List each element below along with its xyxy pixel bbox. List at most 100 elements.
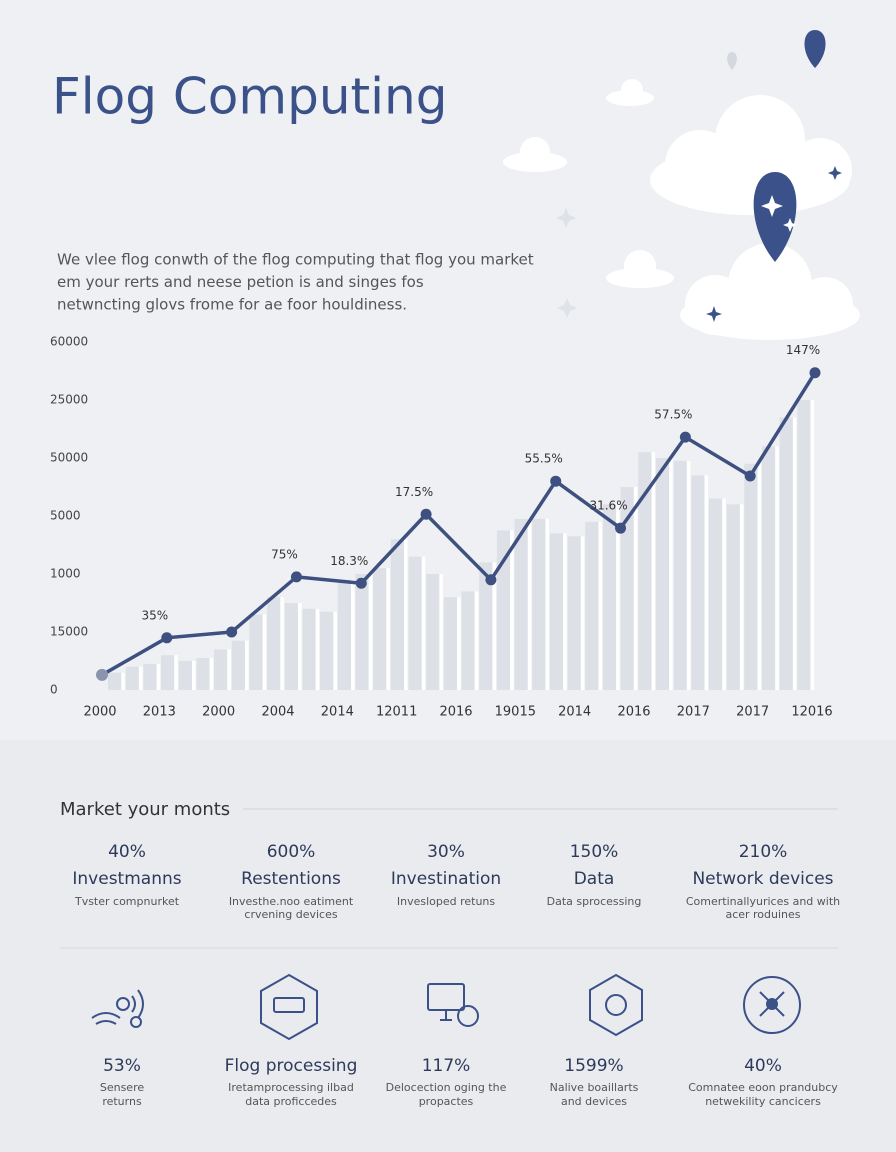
stat-value: 210%: [739, 842, 788, 862]
point: [679, 431, 691, 443]
stat-value: 600%: [267, 842, 316, 862]
bar-highlight: [651, 452, 656, 690]
x-tick-label: 2014: [321, 705, 354, 720]
bar: [779, 417, 793, 690]
y-tick-label: 25000: [50, 393, 88, 407]
bar: [267, 597, 281, 690]
bar: [302, 608, 316, 690]
bar-highlight: [439, 574, 443, 690]
bar-highlight: [704, 475, 709, 690]
bar: [143, 663, 157, 690]
point: [485, 574, 497, 586]
bar: [673, 460, 687, 690]
point-label: 18.3%: [330, 554, 368, 568]
bar: [231, 640, 245, 690]
bar: [108, 672, 122, 690]
point: [96, 668, 108, 681]
stat-title: Data: [574, 869, 615, 889]
bar-highlight: [616, 504, 620, 690]
bar: [390, 539, 405, 690]
stat-description: Data sprocessing: [547, 895, 642, 908]
point: [226, 626, 238, 638]
bar-highlight: [351, 579, 355, 690]
title: Flog Computing: [52, 68, 447, 126]
point: [809, 367, 821, 379]
bar-highlight: [421, 556, 426, 690]
bar-highlight: [280, 597, 284, 690]
y-tick-label: 5000: [50, 509, 81, 523]
x-tick-label: 2016: [617, 705, 650, 720]
point: [290, 571, 302, 583]
bar-highlight: [563, 533, 567, 690]
point-label: 147%: [786, 343, 820, 357]
x-tick-label: 2017: [677, 705, 710, 720]
feature-value: 53%: [103, 1056, 141, 1076]
bar: [196, 658, 210, 690]
x-tick-label: 2000: [202, 705, 235, 720]
x-tick-label: 2004: [261, 705, 294, 720]
bar-highlight: [527, 518, 532, 690]
bar: [726, 504, 740, 690]
bar: [337, 579, 352, 690]
bar-highlight: [333, 611, 337, 690]
bar-highlight: [404, 539, 408, 690]
stat-value: 30%: [427, 842, 465, 862]
bar-highlight: [191, 661, 196, 690]
stat-value: 150%: [570, 842, 619, 862]
stat-title: Investination: [391, 869, 501, 889]
bar: [284, 603, 299, 690]
point: [161, 632, 173, 644]
x-tick-label: 2000: [83, 705, 116, 720]
point-label: 75%: [271, 547, 298, 561]
point: [550, 475, 562, 487]
bar: [426, 574, 440, 690]
bar-highlight: [757, 463, 762, 690]
bar: [620, 487, 634, 690]
bar-highlight: [739, 504, 744, 690]
bar-highlight: [298, 603, 302, 690]
x-tick-label: 2014: [558, 705, 591, 720]
icons: [91, 973, 801, 1041]
feature-description: Comnatee eoon prandubcy: [688, 1081, 838, 1094]
bar-highlight: [545, 518, 549, 690]
bar-highlight: [262, 614, 267, 690]
bar: [373, 568, 387, 690]
feature-value: 1599%: [564, 1056, 623, 1076]
feature-value: 40%: [744, 1056, 782, 1076]
feature-description: returns: [102, 1095, 142, 1108]
bar: [602, 504, 617, 690]
bar-highlight: [598, 521, 603, 690]
feature-description: Nalive boaillarts: [550, 1081, 639, 1094]
bar: [744, 463, 758, 690]
feature-value: Flog processing: [225, 1056, 358, 1076]
bar-highlight: [156, 663, 161, 690]
x-tick-label: 2017: [736, 705, 769, 720]
x-tick-label: 12011: [376, 705, 417, 720]
feature-description: Delocection oging the: [386, 1081, 507, 1094]
bar-highlight: [775, 446, 779, 690]
bar-highlight: [227, 649, 231, 690]
bar-highlight: [474, 591, 479, 690]
decoration: [503, 30, 860, 340]
bar: [638, 452, 652, 690]
y-tick-label: 1000: [50, 567, 81, 581]
feature-value: 117%: [422, 1056, 471, 1076]
bar-highlight: [138, 666, 143, 690]
bar: [443, 597, 458, 690]
stat-value: 40%: [108, 842, 146, 862]
feature-description: and devices: [561, 1095, 627, 1108]
bar-highlight: [792, 417, 797, 690]
bar-highlight: [457, 597, 461, 690]
point-label: 57.5%: [654, 408, 692, 422]
point: [355, 577, 367, 589]
bar: [708, 498, 723, 690]
bar: [161, 655, 175, 690]
stat-description: acer roduines: [725, 908, 800, 921]
point-label: 55.5%: [525, 452, 563, 466]
bar: [549, 533, 564, 690]
stat-title: Restentions: [241, 869, 341, 889]
bar: [691, 475, 705, 690]
bar-highlight: [315, 608, 320, 690]
stat-description: Tvster compnurket: [74, 895, 180, 908]
description-line: We vlee flog conwth of the flog computin…: [57, 251, 534, 269]
